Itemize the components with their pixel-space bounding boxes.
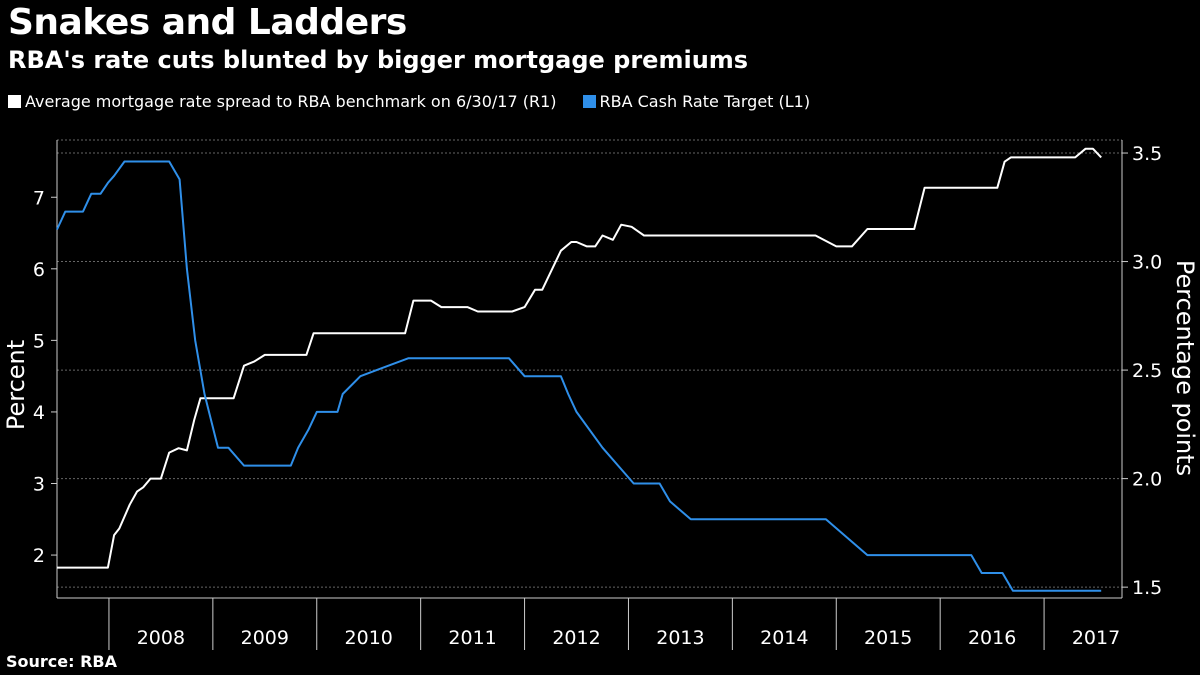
- legend-label-mortgage-spread: Average mortgage rate spread to RBA benc…: [25, 92, 557, 111]
- left-tick-label-2: 4: [33, 402, 45, 424]
- x-tick-label-2014: 2014: [760, 627, 808, 649]
- x-tick-label-2010: 2010: [345, 627, 393, 649]
- x-tick-label-2016: 2016: [968, 627, 1016, 649]
- right-tick-label-0: 1.5: [1132, 577, 1162, 599]
- x-tick-label-2009: 2009: [241, 627, 289, 649]
- left-tick-label-4: 6: [33, 259, 45, 281]
- legend-item-mortgage-spread: Average mortgage rate spread to RBA benc…: [8, 92, 557, 111]
- x-tick-label-2012: 2012: [552, 627, 600, 649]
- left-axis-label: Percent: [2, 340, 30, 430]
- source-note: Source: RBA: [6, 652, 117, 671]
- legend-swatch-white: [8, 95, 21, 108]
- legend: Average mortgage rate spread to RBA benc…: [8, 92, 810, 111]
- x-tick-label-2011: 2011: [448, 627, 496, 649]
- x-tick-label-2017: 2017: [1072, 627, 1120, 649]
- x-tick-label-2008: 2008: [137, 627, 185, 649]
- left-tick-label-3: 5: [33, 330, 45, 352]
- right-tick-label-2: 2.5: [1132, 360, 1162, 382]
- series-line-mortgage-spread: [57, 147, 1102, 569]
- x-tick-label-2013: 2013: [656, 627, 704, 649]
- series-lines: [56, 147, 1102, 592]
- right-tick-label-1: 2.0: [1132, 469, 1162, 491]
- right-tick-label-3: 3.0: [1132, 252, 1162, 274]
- gridlines: [57, 139, 1122, 588]
- tick-labels: 2 3 4 5 6 7 1.5 2.0 2.5 3.0 3.5 2008 2009 2010 2011 201…: [33, 143, 1162, 649]
- legend-swatch-blue: [582, 95, 596, 108]
- series-line-cash-rate: [56, 160, 1102, 592]
- left-tick-label-5: 7: [33, 187, 45, 209]
- chart-subtitle: RBA's rate cuts blunted by bigger mortga…: [8, 46, 749, 74]
- axes: [51, 140, 1128, 650]
- x-tick-label-2015: 2015: [864, 627, 912, 649]
- right-tick-label-4: 3.5: [1132, 143, 1162, 165]
- left-tick-label-1: 3: [33, 474, 45, 496]
- legend-label-cash-rate: RBA Cash Rate Target (L1): [599, 92, 811, 111]
- left-tick-label-0: 2: [33, 545, 45, 567]
- chart-title: Snakes and Ladders: [8, 2, 407, 43]
- right-axis-label: Percentage points: [1171, 260, 1199, 476]
- legend-item-cash-rate: RBA Cash Rate Target (L1): [582, 92, 811, 111]
